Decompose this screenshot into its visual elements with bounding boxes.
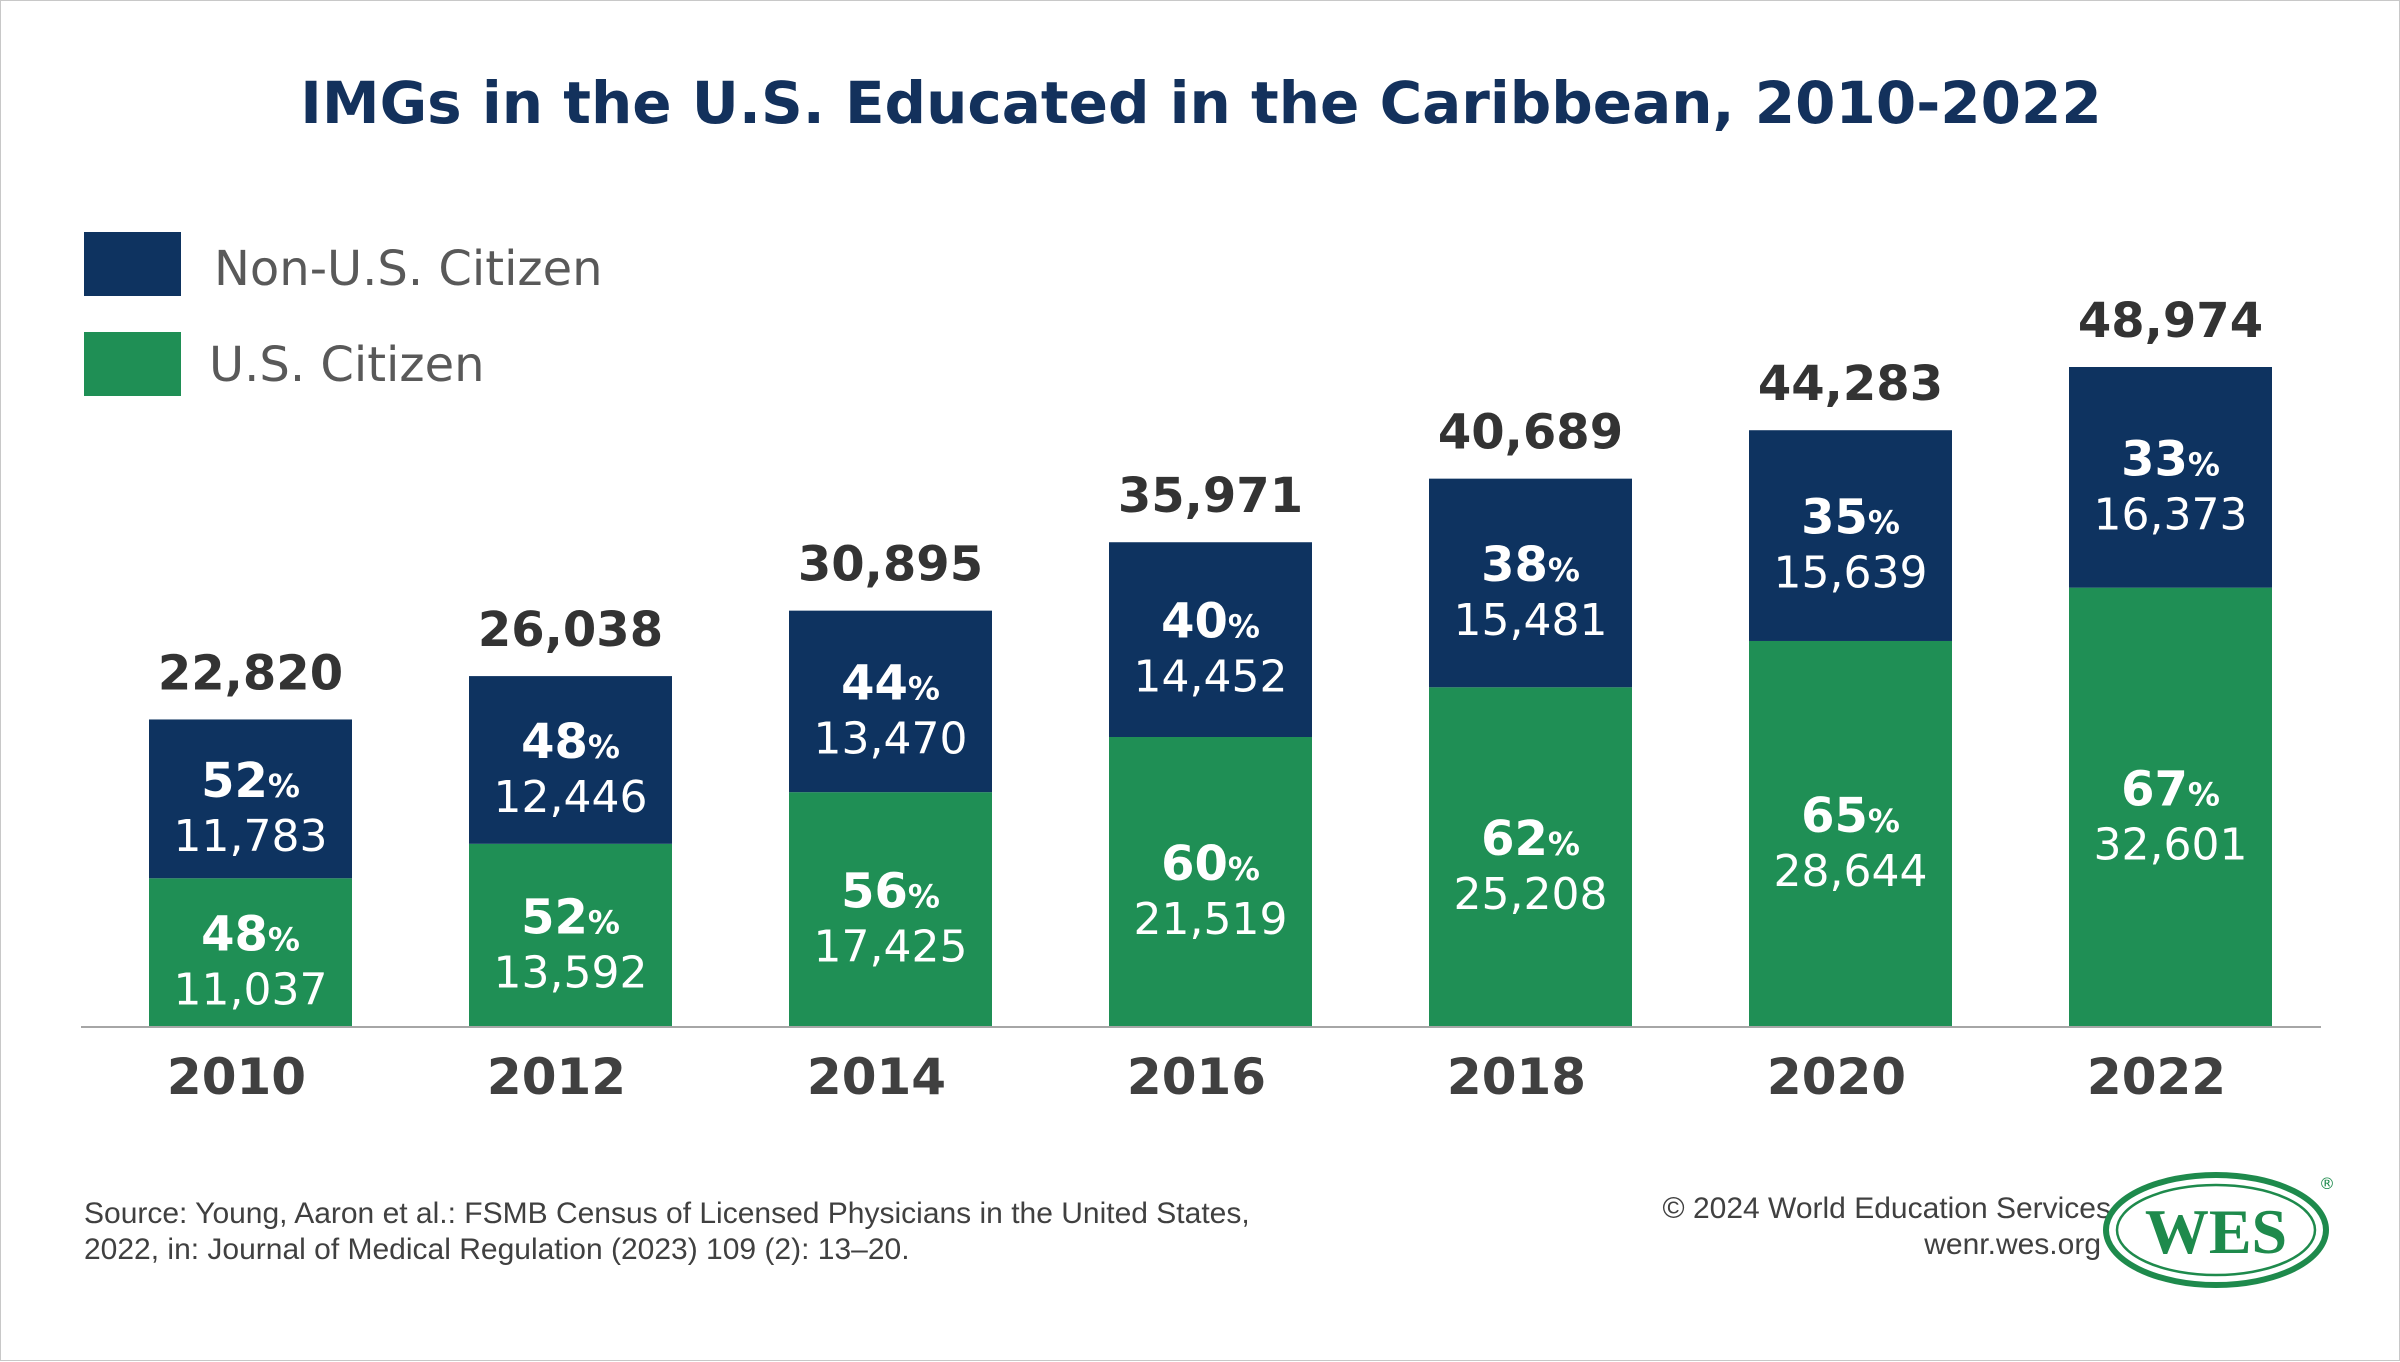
bar-non-us-citizen-2010 xyxy=(149,719,352,879)
legend-swatch-us xyxy=(84,332,181,396)
wes-logo: WES ® xyxy=(2103,1172,2335,1288)
bar-us-citizen-2014 xyxy=(789,792,992,1027)
value-label-non-us-2020: 15,639 xyxy=(1774,548,1928,599)
bar-us-citizen-2022 xyxy=(2069,587,2272,1027)
bar-us-citizen-2016 xyxy=(1109,736,1312,1027)
pct-label-us-2014: 56% xyxy=(841,864,940,920)
pct-label-us-2016: 60% xyxy=(1161,836,1260,892)
value-label-us-2012: 13,592 xyxy=(494,947,648,998)
bar-us-citizen-2018 xyxy=(1429,687,1632,1027)
source-line-2: 2022, in: Journal of Medical Regulation … xyxy=(84,1233,910,1266)
total-label-2016: 35,971 xyxy=(1118,468,1303,524)
value-label-non-us-2010: 11,783 xyxy=(174,811,328,862)
x-tick-label-2010: 2010 xyxy=(167,1048,306,1106)
value-label-non-us-2018: 15,481 xyxy=(1454,595,1608,646)
pct-label-non-us-2014: 44% xyxy=(841,655,940,711)
pct-label-non-us-2016: 40% xyxy=(1161,594,1260,650)
pct-label-us-2020: 65% xyxy=(1801,788,1900,844)
value-label-non-us-2022: 16,373 xyxy=(2094,489,2248,540)
bar-non-us-citizen-2022 xyxy=(2069,367,2272,588)
legend-swatch-non-us xyxy=(84,232,181,296)
pct-label-us-2022: 67% xyxy=(2121,761,2220,817)
bar-non-us-citizen-2016 xyxy=(1109,542,1312,737)
value-label-us-2014: 17,425 xyxy=(814,922,968,973)
x-axis-tick-labels: 2010 2012 2014 2016 2018 2020 2022 xyxy=(167,1048,2226,1106)
source-line-1: Source: Young, Aaron et al.: FSMB Census… xyxy=(84,1197,1250,1230)
bar-non-us-citizen-2020 xyxy=(1749,430,1952,641)
x-tick-label-2014: 2014 xyxy=(807,1048,946,1106)
bar-us-citizen-2010 xyxy=(149,878,352,1027)
pct-label-non-us-2010: 52% xyxy=(201,753,300,809)
x-tick-label-2012: 2012 xyxy=(487,1048,626,1106)
x-tick-label-2018: 2018 xyxy=(1447,1048,1586,1106)
value-label-non-us-2012: 12,446 xyxy=(494,772,648,823)
bars-group: 52%11,78348%11,03722,82048%12,44652%13,5… xyxy=(149,293,2272,1027)
value-label-non-us-2016: 14,452 xyxy=(1134,652,1288,703)
pct-label-us-2010: 48% xyxy=(201,907,300,963)
pct-label-non-us-2018: 38% xyxy=(1481,537,1580,593)
wes-logo-text: WES xyxy=(2145,1196,2287,1267)
credit-url: wenr.wes.org xyxy=(1923,1228,2101,1261)
total-label-2012: 26,038 xyxy=(478,602,663,658)
bar-us-citizen-2012 xyxy=(469,843,672,1027)
value-label-us-2020: 28,644 xyxy=(1774,846,1928,897)
chart-title: IMGs in the U.S. Educated in the Caribbe… xyxy=(300,69,2101,137)
bar-us-citizen-2020 xyxy=(1749,640,1952,1027)
wes-logo-registered-mark: ® xyxy=(2319,1174,2335,1193)
x-tick-label-2016: 2016 xyxy=(1127,1048,1266,1106)
total-label-2020: 44,283 xyxy=(1758,356,1943,412)
value-label-us-2016: 21,519 xyxy=(1134,894,1288,945)
pct-label-non-us-2012: 48% xyxy=(521,714,620,770)
value-label-us-2022: 32,601 xyxy=(2094,819,2248,870)
legend-label-us: U.S. Citizen xyxy=(209,337,485,393)
total-label-2022: 48,974 xyxy=(2078,293,2263,349)
pct-label-non-us-2022: 33% xyxy=(2121,431,2220,487)
copyright-text: © 2024 World Education Services xyxy=(1663,1192,2111,1225)
legend-label-non-us: Non-U.S. Citizen xyxy=(214,241,603,297)
total-label-2010: 22,820 xyxy=(158,645,343,701)
pct-label-us-2018: 62% xyxy=(1481,811,1580,867)
bar-non-us-citizen-2012 xyxy=(469,676,672,844)
x-tick-label-2020: 2020 xyxy=(1767,1048,1906,1106)
value-label-non-us-2014: 13,470 xyxy=(814,713,968,764)
wes-logo-ring-inner xyxy=(2115,1183,2317,1277)
value-label-us-2010: 11,037 xyxy=(174,965,328,1016)
pct-label-us-2012: 52% xyxy=(521,889,620,945)
bar-non-us-citizen-2014 xyxy=(789,610,992,793)
total-label-2014: 30,895 xyxy=(798,537,983,593)
bar-non-us-citizen-2018 xyxy=(1429,478,1632,688)
x-tick-label-2022: 2022 xyxy=(2087,1048,2226,1106)
total-label-2018: 40,689 xyxy=(1438,405,1623,461)
value-label-us-2018: 25,208 xyxy=(1454,869,1608,920)
pct-label-non-us-2020: 35% xyxy=(1801,490,1900,546)
wes-logo-ring-outer xyxy=(2103,1172,2329,1288)
legend: Non-U.S. Citizen U.S. Citizen xyxy=(84,232,603,396)
